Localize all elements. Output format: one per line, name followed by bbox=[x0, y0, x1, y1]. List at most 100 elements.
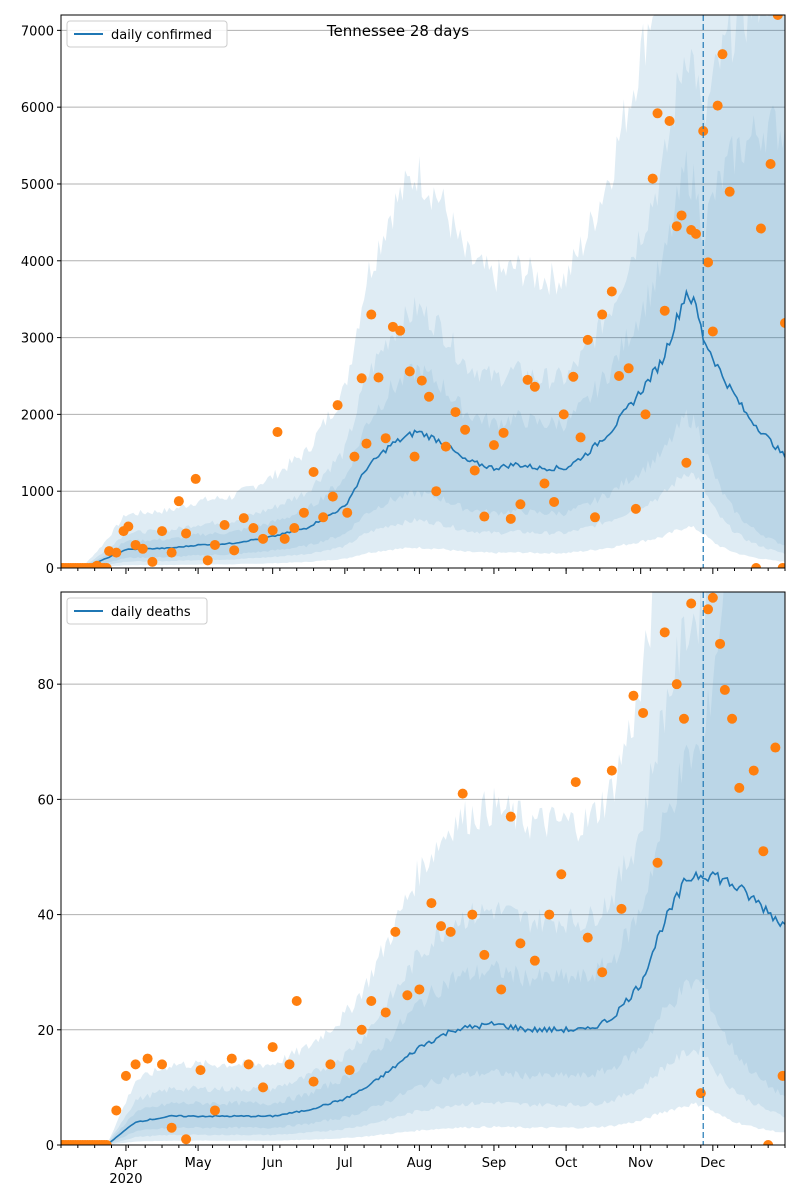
y-tick-label: 60 bbox=[37, 793, 54, 808]
deaths-panel: 0 20 40 60 80 daily deaths Apr May Jun Jul Aug Sep O… bbox=[37, 591, 786, 1187]
y-tick-label: 7000 bbox=[21, 24, 54, 39]
x-year-label: 2020 bbox=[109, 1172, 142, 1187]
data-point bbox=[630, 503, 641, 514]
data-point bbox=[539, 478, 550, 489]
data-point bbox=[652, 857, 663, 868]
data-point bbox=[770, 742, 781, 753]
data-point bbox=[659, 305, 670, 316]
data-point bbox=[226, 1053, 237, 1064]
data-point bbox=[715, 638, 726, 649]
confirmed-panel: 0 1000 2000 3000 4000 5000 6000 7000 daily confi… bbox=[21, 14, 786, 577]
data-point bbox=[101, 1140, 112, 1145]
data-point bbox=[589, 512, 600, 523]
data-point bbox=[597, 967, 608, 978]
data-point bbox=[597, 309, 608, 320]
data-point bbox=[719, 684, 730, 695]
uncertainty-band bbox=[61, 105, 785, 568]
series-line bbox=[61, 288, 785, 568]
data-point bbox=[772, 15, 783, 20]
figure-title: Tennessee 28 days bbox=[326, 22, 469, 40]
y-tick-label: 0 bbox=[46, 562, 54, 577]
data-point bbox=[173, 496, 184, 507]
data-point bbox=[457, 788, 468, 799]
data-point bbox=[202, 555, 213, 566]
data-point bbox=[703, 257, 714, 268]
data-point bbox=[765, 159, 776, 170]
data-point bbox=[284, 1059, 295, 1070]
uncertainty-band bbox=[61, 592, 785, 1145]
data-point bbox=[344, 1065, 355, 1076]
data-point bbox=[123, 521, 134, 532]
data-point bbox=[157, 1059, 168, 1070]
data-point bbox=[258, 1082, 269, 1093]
x-tick-label: Jun bbox=[262, 1156, 283, 1171]
x-tick-label: Nov bbox=[628, 1156, 654, 1171]
data-point bbox=[92, 560, 103, 568]
data-point bbox=[101, 563, 112, 568]
data-point bbox=[267, 525, 278, 536]
x-tick-label: Dec bbox=[700, 1156, 725, 1171]
data-point bbox=[229, 545, 240, 556]
data-point bbox=[289, 523, 300, 534]
y-tick-label: 1000 bbox=[21, 485, 54, 500]
data-point bbox=[556, 869, 567, 880]
data-point bbox=[325, 1059, 336, 1070]
y-tick-label: 2000 bbox=[21, 408, 54, 423]
data-point bbox=[582, 932, 593, 943]
data-point bbox=[356, 373, 367, 384]
data-point bbox=[258, 533, 269, 544]
data-point bbox=[686, 598, 697, 609]
data-point bbox=[380, 1007, 391, 1018]
data-point bbox=[498, 427, 509, 438]
data-point bbox=[267, 1042, 278, 1053]
data-point bbox=[575, 432, 586, 443]
axes-frame bbox=[60, 591, 786, 1146]
data-point bbox=[426, 898, 437, 909]
plot-area bbox=[61, 15, 785, 568]
data-point bbox=[780, 317, 785, 328]
data-point bbox=[318, 512, 329, 523]
data-point bbox=[404, 366, 415, 377]
data-point bbox=[758, 846, 769, 857]
data-point bbox=[777, 563, 785, 568]
data-point bbox=[695, 1088, 706, 1099]
data-point bbox=[366, 309, 377, 320]
legend-label: daily deaths bbox=[111, 605, 191, 620]
uncertainty-band bbox=[61, 15, 785, 568]
data-point bbox=[568, 371, 579, 382]
x-tick-label: Jul bbox=[336, 1156, 353, 1171]
data-point bbox=[373, 372, 384, 383]
data-point bbox=[431, 486, 442, 497]
data-point bbox=[450, 407, 461, 418]
data-point bbox=[570, 777, 581, 788]
data-point bbox=[522, 374, 533, 385]
data-point bbox=[676, 210, 687, 221]
data-point bbox=[606, 286, 617, 297]
data-point bbox=[488, 440, 499, 451]
x-tick-label: Aug bbox=[407, 1156, 432, 1171]
data-point bbox=[638, 707, 649, 718]
data-point bbox=[549, 496, 560, 507]
data-point bbox=[727, 713, 738, 724]
data-point bbox=[243, 1059, 254, 1070]
data-point bbox=[380, 433, 391, 444]
data-point bbox=[181, 1134, 192, 1145]
data-point bbox=[248, 523, 259, 534]
data-point bbox=[664, 115, 675, 126]
data-point bbox=[748, 765, 759, 776]
uncertainty-band bbox=[61, 15, 785, 568]
x-tick-label: Sep bbox=[482, 1156, 507, 1171]
data-point bbox=[671, 221, 682, 232]
data-point bbox=[147, 556, 158, 567]
data-point bbox=[356, 1024, 367, 1035]
data-point bbox=[467, 909, 478, 920]
data-point bbox=[469, 465, 480, 476]
data-point bbox=[111, 1105, 122, 1116]
data-point bbox=[395, 325, 406, 336]
legend-box bbox=[66, 20, 228, 48]
data-point bbox=[137, 543, 148, 554]
data-point bbox=[209, 1105, 220, 1116]
data-point bbox=[349, 451, 360, 462]
data-point bbox=[327, 491, 338, 502]
